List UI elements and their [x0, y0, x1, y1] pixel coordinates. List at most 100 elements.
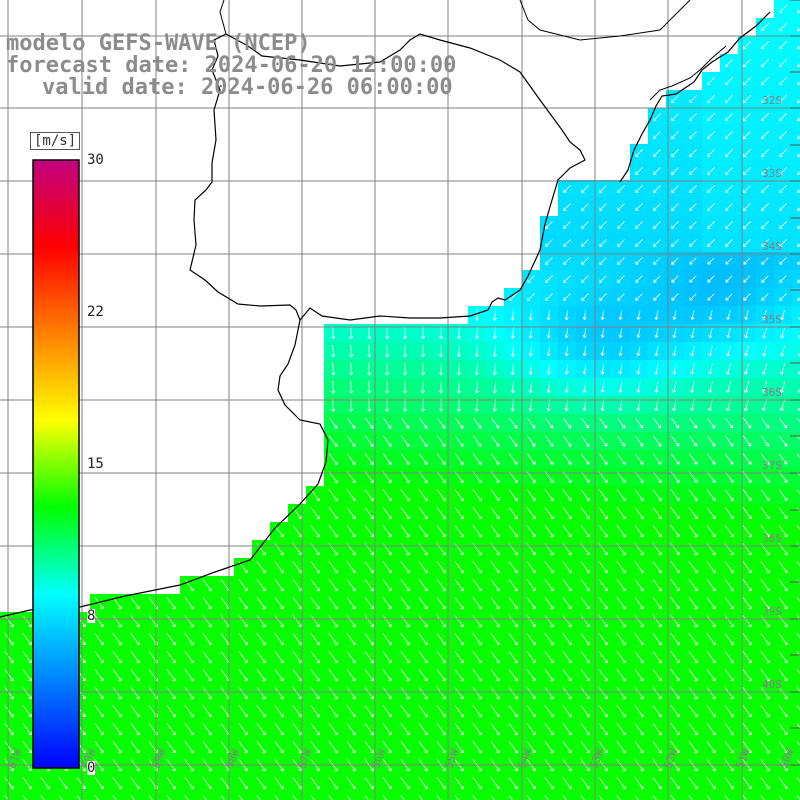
wind-arrow	[598, 632, 608, 646]
wind-arrow	[725, 221, 733, 229]
wind-arrow	[724, 776, 734, 790]
wind-arrow	[420, 380, 426, 394]
wind-arrow	[654, 346, 659, 357]
wind-arrow	[544, 435, 554, 447]
wind-arrow	[778, 794, 783, 800]
wind-arrow	[616, 704, 626, 718]
wind-arrow	[563, 239, 571, 247]
wind-arrow	[635, 239, 643, 247]
wind-arrow	[778, 131, 787, 140]
wind-arrow	[580, 560, 590, 574]
wind-arrow	[130, 704, 140, 718]
wind-arrow	[436, 614, 446, 628]
wind-arrow	[634, 686, 644, 700]
wind-arrow	[544, 722, 554, 736]
wind-speed-cell	[792, 666, 800, 685]
wind-arrow	[364, 776, 374, 790]
wind-arrow	[778, 149, 787, 158]
wind-arrow	[310, 632, 320, 646]
wind-arrow	[743, 221, 751, 229]
wind-arrow	[328, 776, 338, 790]
wind-arrow	[742, 167, 751, 176]
wind-arrow	[384, 345, 390, 358]
wind-arrow	[635, 185, 643, 193]
wind-speed-cell	[792, 612, 800, 631]
wind-arrow	[364, 578, 374, 592]
wind-arrow	[688, 417, 698, 429]
wind-arrow	[634, 650, 644, 664]
wind-arrow	[508, 722, 518, 736]
wind-arrow	[617, 239, 625, 247]
wind-arrow	[328, 686, 338, 700]
wind-arrow	[616, 650, 626, 664]
wind-arrow	[653, 257, 661, 265]
wind-arrow	[778, 578, 788, 592]
wind-arrow	[689, 257, 697, 265]
wind-arrow	[349, 380, 354, 394]
wind-arrow	[670, 776, 680, 790]
wind-arrow	[689, 167, 697, 175]
wind-arrow	[328, 740, 338, 754]
latitude-label: 33S	[762, 167, 782, 180]
wind-speed-cell	[792, 576, 800, 595]
wind-arrow	[349, 327, 354, 340]
wind-arrow	[582, 363, 587, 375]
wind-arrow	[526, 453, 536, 465]
wind-arrow	[706, 794, 711, 800]
wind-arrow	[436, 704, 446, 718]
wind-speed-cell	[792, 54, 800, 73]
wind-arrow	[708, 345, 713, 357]
wind-arrow	[202, 596, 212, 610]
wind-arrow	[580, 435, 590, 447]
wind-arrow	[112, 632, 122, 646]
wind-arrow	[202, 632, 212, 646]
wind-arrow	[654, 310, 659, 320]
wind-arrow	[778, 203, 787, 212]
wind-speed-cell	[720, 792, 739, 800]
wind-arrow	[742, 94, 752, 104]
wind-arrow	[472, 453, 482, 465]
wind-arrow	[545, 221, 553, 229]
wind-arrow	[310, 704, 320, 718]
wind-arrow	[456, 345, 461, 358]
colorbar	[32, 159, 80, 769]
wind-speed-cell	[270, 792, 289, 800]
wind-arrow	[726, 381, 731, 394]
wind-arrow	[94, 596, 104, 610]
wind-speed-cell	[792, 360, 800, 379]
wind-arrow	[274, 794, 279, 800]
map-title: modelo GEFS-WAVE (NCEP)	[6, 31, 311, 56]
wind-arrow	[346, 686, 356, 700]
wind-arrow	[598, 524, 608, 538]
wind-arrow	[492, 380, 497, 394]
wind-arrow	[562, 668, 572, 682]
wind-speed-cell	[234, 792, 253, 800]
wind-arrow	[724, 453, 734, 465]
wind-arrow	[760, 686, 770, 700]
wind-arrow	[22, 614, 32, 628]
wind-arrow	[654, 328, 659, 338]
wind-arrow	[546, 381, 551, 393]
wind-arrow	[563, 257, 571, 265]
wind-arrow	[796, 668, 800, 675]
wind-arrow	[778, 650, 788, 664]
wind-arrow	[653, 149, 661, 157]
wind-arrow	[562, 614, 572, 628]
wind-arrow	[670, 686, 680, 700]
wind-arrow	[166, 776, 176, 790]
wind-arrow	[130, 722, 140, 736]
wind-speed-cell	[792, 162, 800, 181]
wind-arrow	[635, 149, 643, 157]
wind-arrow	[742, 542, 752, 556]
wind-arrow	[76, 776, 86, 790]
wind-arrow	[274, 614, 284, 628]
wind-arrow	[274, 596, 284, 610]
wind-arrow	[796, 704, 800, 711]
wind-arrow	[652, 489, 662, 502]
wind-speed-cell	[792, 180, 800, 199]
wind-arrow	[310, 668, 320, 682]
wind-arrow	[454, 506, 464, 520]
wind-arrow	[310, 794, 315, 800]
wind-arrow	[346, 578, 356, 592]
